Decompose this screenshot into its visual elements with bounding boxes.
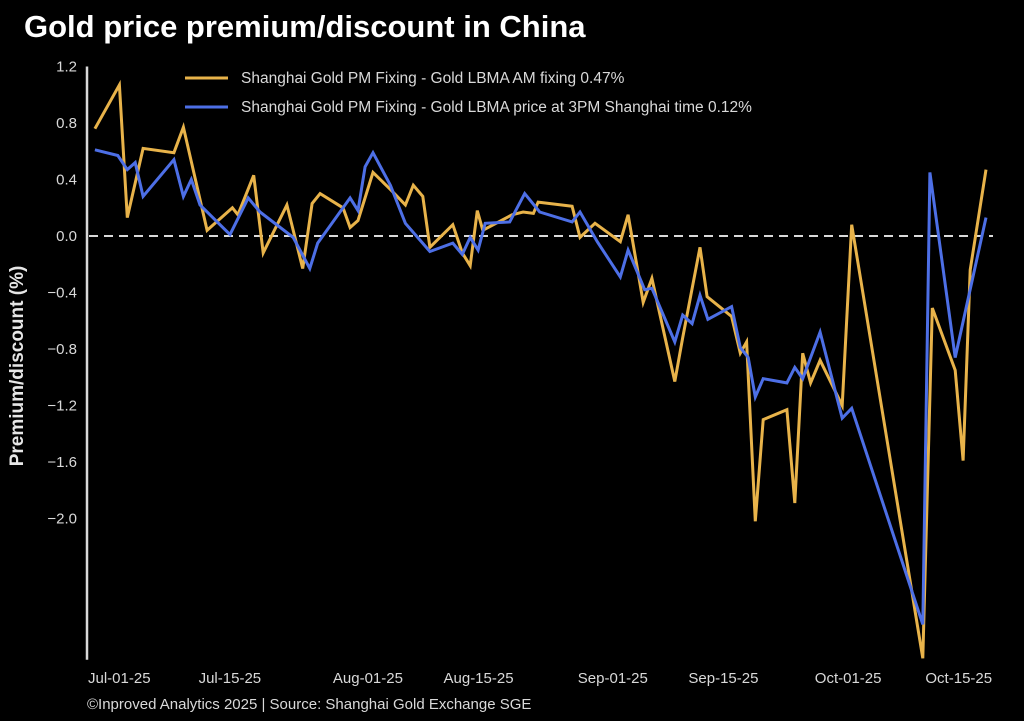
y-tick-label: 0.8 xyxy=(56,115,77,132)
y-tick-label: 0.0 xyxy=(56,228,77,245)
series-layer xyxy=(93,79,988,659)
y-tick-label: −0.8 xyxy=(47,341,77,358)
y-tick-label: −0.4 xyxy=(47,285,77,302)
legend: Shanghai Gold PM Fixing - Gold LBMA AM f… xyxy=(185,70,752,116)
y-tick-label: 0.4 xyxy=(56,172,77,189)
y-tick-label: −1.6 xyxy=(47,454,77,471)
x-tick-label: Aug-15-25 xyxy=(444,670,514,687)
y-axis-ticks: 1.2 0.8 0.4 0.0 −0.4 −0.8 −1.2 −1.6 −2.0 xyxy=(47,59,77,528)
y-axis-label: Premium/discount (%) xyxy=(7,266,28,467)
legend-label-gold-3pm: Shanghai Gold PM Fixing - Gold LBMA pric… xyxy=(241,99,752,116)
x-tick-label: Sep-15-25 xyxy=(688,670,758,687)
x-tick-label: Sep-01-25 xyxy=(578,670,648,687)
y-tick-label: −2.0 xyxy=(47,511,77,528)
legend-label-gold-am: Shanghai Gold PM Fixing - Gold LBMA AM f… xyxy=(241,70,625,87)
x-tick-label: Oct-15-25 xyxy=(925,670,992,687)
chart-title: Gold price premium/discount in China xyxy=(24,9,586,44)
x-tick-label: Aug-01-25 xyxy=(333,670,403,687)
source-footer: ©Inproved Analytics 2025 | Source: Shang… xyxy=(87,696,531,713)
x-tick-label: Jul-15-25 xyxy=(199,670,262,687)
series-line-lbma-3pm xyxy=(94,148,988,625)
series-line-lbma-am xyxy=(93,79,988,659)
x-tick-label: Oct-01-25 xyxy=(815,670,882,687)
x-tick-label: Jul-01-25 xyxy=(88,670,151,687)
y-tick-label: 1.2 xyxy=(56,59,77,76)
x-axis-ticks: Jul-01-25 Jul-15-25 Aug-01-25 Aug-15-25 Sep-… xyxy=(88,670,992,687)
y-tick-label: −1.2 xyxy=(47,398,77,415)
